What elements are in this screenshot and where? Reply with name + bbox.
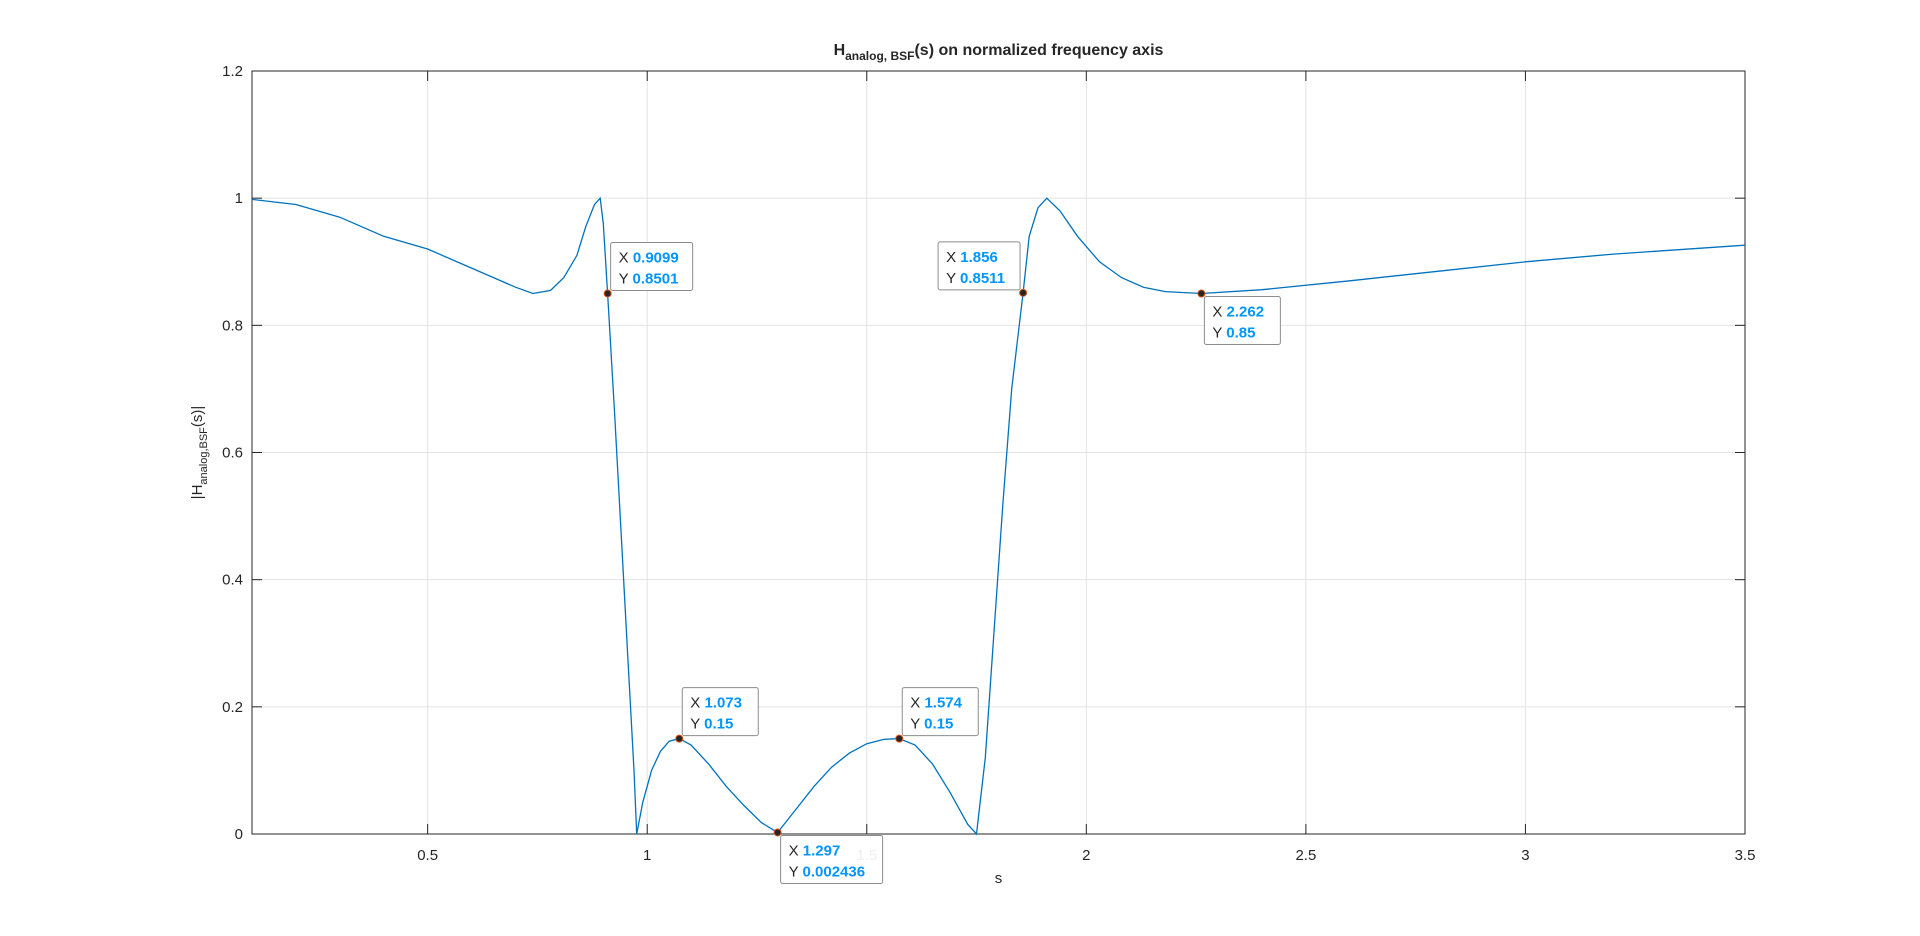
datatip-y-value: 0.8501: [633, 270, 679, 287]
datatip-y-row: Y 0.15: [690, 716, 733, 733]
chart-title-subscript: analog, BSF: [845, 49, 914, 63]
chart-title-main: H: [834, 42, 846, 59]
datatip-y-label: Y: [619, 270, 633, 287]
datatip-y-value: 0.85: [1226, 325, 1255, 342]
datatip-x-row: X 0.9099: [619, 249, 679, 266]
series-line-magnitude: [251, 196, 1746, 836]
datatip-y-value: 0.002436: [803, 863, 866, 880]
datatip-x-row: X 1.856: [946, 249, 998, 266]
datatip-y-row: Y 0.8501: [619, 270, 679, 287]
datatip-box: [937, 241, 1021, 291]
datatip-marker: [675, 734, 684, 743]
datatip-x-row: X 1.574: [910, 695, 962, 712]
datatip-x-value: 1.856: [960, 249, 998, 266]
datatip-x-value: 2.262: [1227, 304, 1265, 321]
datatip-y-value: 0.15: [924, 716, 953, 733]
datatip-y-label: Y: [789, 863, 803, 880]
datatip-x-value: 1.073: [704, 695, 742, 712]
y-tick-label: 0.8: [222, 317, 243, 334]
datatip-x-value: 1.297: [803, 842, 841, 859]
datatip-x-label: X: [619, 249, 633, 266]
y-tick-label: 0: [235, 826, 243, 843]
datatip-y-row: Y 0.15: [910, 716, 953, 733]
datatip-x-row: X 1.297: [789, 842, 841, 859]
y-axis-label-pre: |H: [189, 485, 206, 500]
chart-title-rest: (s) on normalized frequency axis: [914, 42, 1163, 59]
x-tick-label: 3.5: [1735, 847, 1756, 864]
datatip-marker: [895, 734, 904, 743]
y-tick-label: 0.4: [222, 572, 243, 589]
datatip-box: [901, 687, 979, 737]
datatip-x-row: X 1.073: [690, 695, 742, 712]
y-axis-label-subscript: analog,BSF: [198, 427, 210, 485]
datatip-x-value: 0.9099: [633, 249, 679, 266]
chart-title: Hanalog, BSF(s) on normalized frequency …: [834, 42, 1164, 63]
y-tick-label: 0.6: [222, 445, 243, 462]
datatip-y-label: Y: [1212, 325, 1226, 342]
y-tick-label: 1: [235, 190, 243, 207]
datatip-marker: [1019, 288, 1028, 297]
datatip-x-value: 1.574: [924, 695, 962, 712]
datatip-x-label: X: [910, 695, 924, 712]
datatip-y-label: Y: [910, 716, 924, 733]
y-tick-label: 1.2: [222, 63, 243, 80]
x-tick-label: 1: [643, 847, 651, 864]
datatip-x-label: X: [789, 842, 803, 859]
x-tick-label: 3: [1521, 847, 1529, 864]
datatip-box: [780, 834, 884, 884]
datatip-marker: [603, 289, 612, 298]
datatip-x-label: X: [1212, 304, 1226, 321]
datatip-y-row: Y 0.85: [1212, 325, 1255, 342]
datatip-x-row: X 2.262: [1212, 304, 1264, 321]
datatip-box: [1203, 296, 1281, 346]
y-axis: 0 0.2 0.4 0.6 0.8 1 1.2: [222, 63, 1745, 843]
datatip-marker: [1197, 289, 1206, 298]
datatip-y-label: Y: [946, 270, 960, 287]
datatip-y-value: 0.15: [704, 716, 733, 733]
datatip-x-label: X: [946, 249, 960, 266]
datatip-y-label: Y: [690, 716, 704, 733]
grid-lines: [252, 71, 1745, 834]
datatip-marker: [773, 828, 782, 837]
datatip-box: [681, 687, 759, 737]
x-tick-label: 2.5: [1295, 847, 1316, 864]
x-tick-label: 2: [1082, 847, 1090, 864]
y-axis-label: |Hanalog,BSF(s)|: [189, 406, 210, 500]
y-axis-label-post: (s)|: [189, 406, 206, 427]
datatip-box: [610, 241, 694, 291]
datatip-y-row: Y 0.002436: [789, 863, 865, 880]
x-tick-label: 0.5: [417, 847, 438, 864]
datatip-x-label: X: [690, 695, 704, 712]
y-tick-label: 0.2: [222, 699, 243, 716]
datatip-y-value: 0.8511: [960, 270, 1005, 287]
x-axis-label: s: [995, 870, 1003, 887]
datatip-y-row: Y 0.8511: [946, 270, 1005, 287]
